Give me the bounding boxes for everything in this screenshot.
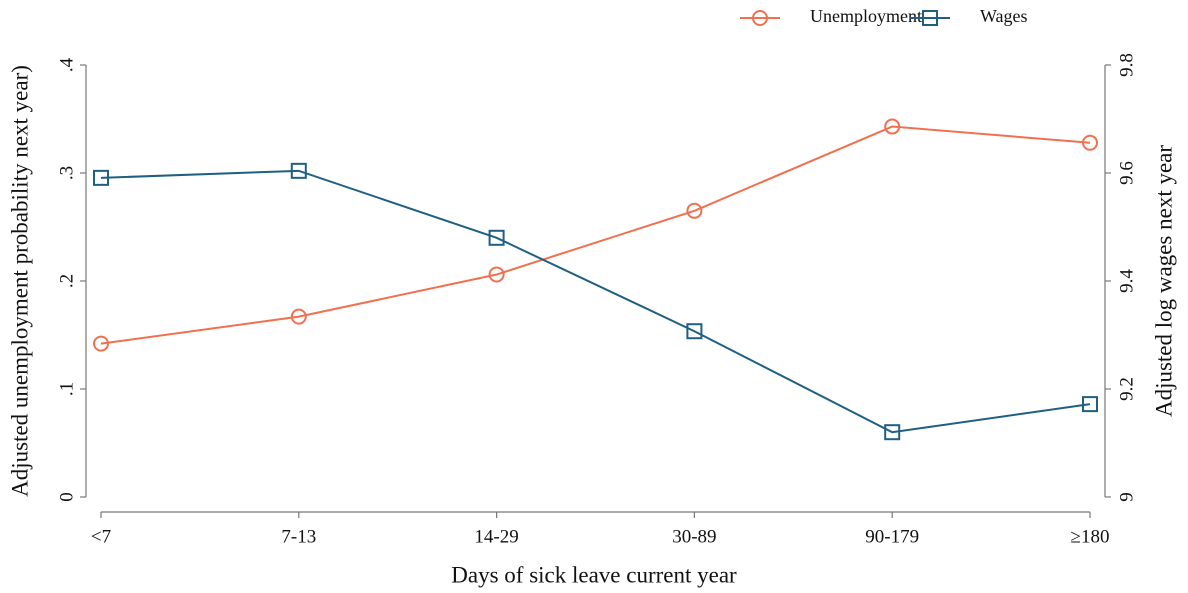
y2-tick-label: 9.4 (1116, 269, 1137, 293)
point (1082, 396, 1098, 413)
point (488, 229, 505, 246)
point (884, 424, 901, 441)
y2-axis-title: Adjusted log wages next year (1151, 145, 1176, 417)
x-tick-label: ≥180 (1071, 526, 1110, 547)
point (93, 169, 109, 186)
point (290, 308, 307, 325)
point (488, 266, 505, 283)
point (884, 118, 901, 135)
point (93, 335, 109, 352)
point (686, 323, 703, 340)
x-tick-label: 30-89 (672, 526, 716, 547)
series-line (100, 169, 1091, 434)
legend-marker (922, 10, 938, 26)
y2-tick-label: 9.2 (1116, 377, 1137, 401)
y-axis-title: Adjusted unemployment probability next y… (7, 65, 32, 497)
y-tick-label: .3 (56, 166, 77, 180)
x-tick-label: 14-29 (474, 526, 518, 547)
y2-tick-label: 9.6 (1116, 161, 1137, 185)
y-tick-label: 0 (56, 492, 77, 502)
legend-marker (752, 10, 768, 26)
point (290, 162, 307, 179)
series-line (100, 125, 1091, 345)
point (686, 202, 703, 219)
x-tick-label: <7 (91, 526, 111, 547)
y-tick-label: .2 (56, 274, 77, 288)
x-tick-label: 7-13 (281, 526, 316, 547)
legend-label: Unemployment (810, 6, 922, 26)
y2-tick-label: 9 (1116, 492, 1137, 502)
x-axis-title: Days of sick leave current year (451, 562, 737, 587)
y-tick-label: .1 (56, 382, 77, 396)
y2-tick-label: 9.8 (1116, 53, 1137, 77)
point (1082, 134, 1098, 151)
y-tick-label: .4 (56, 57, 77, 72)
x-tick-label: 90-179 (865, 526, 919, 547)
legend-label: Wages (980, 6, 1028, 26)
